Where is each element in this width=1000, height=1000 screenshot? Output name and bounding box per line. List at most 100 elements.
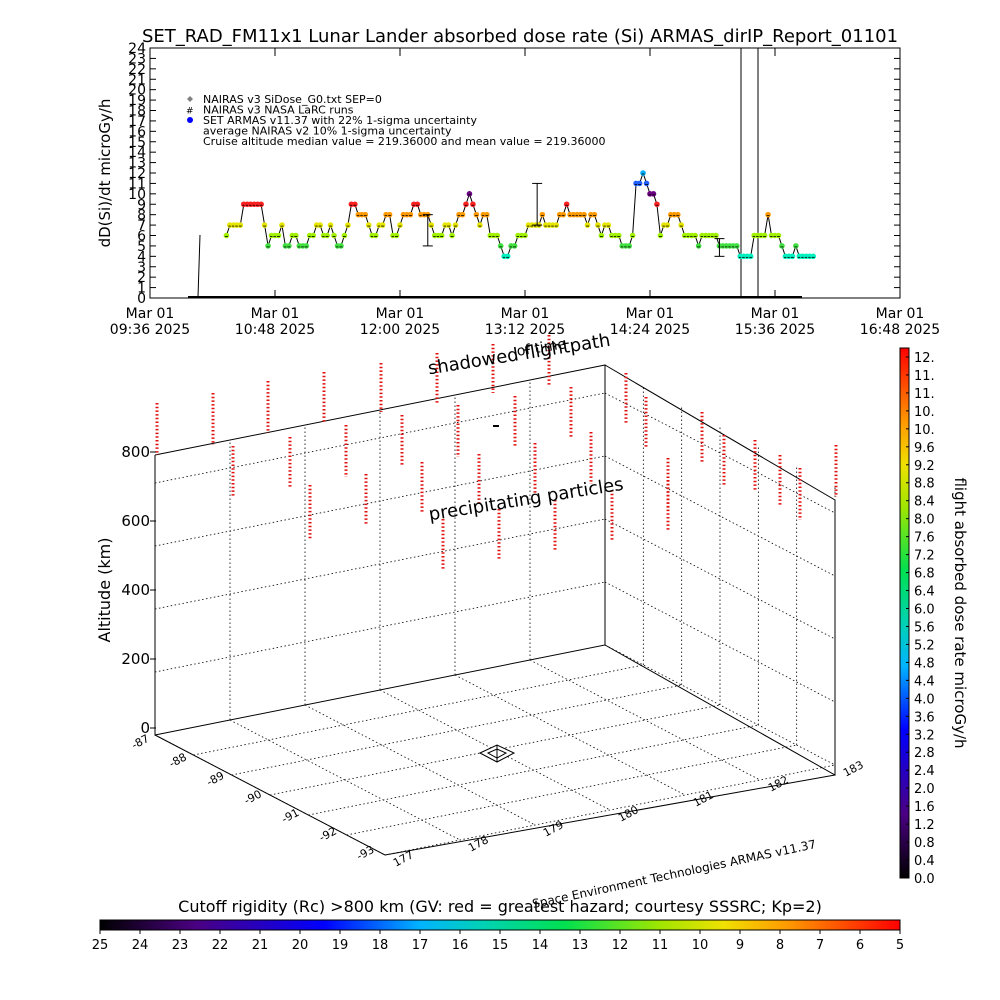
dose-point bbox=[497, 243, 504, 249]
x-tick-time: 13:12 2025 bbox=[485, 322, 565, 338]
dose-point bbox=[657, 232, 664, 239]
y-tick-label: 23 bbox=[128, 51, 146, 67]
cutoff-tick-label: 14 bbox=[532, 938, 549, 953]
grid-3d bbox=[154, 365, 836, 856]
x-tick-time: 12:00 2025 bbox=[360, 322, 440, 338]
flightpath-3d-box bbox=[154, 364, 836, 856]
cutoff-tick-label: 6 bbox=[856, 938, 864, 953]
colorbar-tick-label: 8.4 bbox=[914, 495, 935, 510]
dose-point bbox=[761, 232, 768, 239]
colorbar-tick-label: 7.6 bbox=[914, 531, 935, 546]
colorbar-tick-label: 6.8 bbox=[914, 567, 935, 582]
grid-line bbox=[346, 744, 797, 836]
colorbar-tick-label: 4.0 bbox=[914, 692, 935, 707]
legend: NAIRAS v3 SiDose_G0.txt SEP=0 # NAIRAS v3 … bbox=[186, 93, 606, 148]
y-tick-label: 7 bbox=[137, 218, 146, 234]
grid-line bbox=[604, 518, 836, 640]
colorbar-tick-label: 0.8 bbox=[914, 836, 935, 851]
legend-entry: NAIRAS v3 SiDose_G0.txt SEP=0 bbox=[203, 93, 382, 106]
longitude-tick-label: 181 bbox=[691, 788, 716, 809]
dose-point bbox=[560, 211, 566, 218]
y-tick-label: 13 bbox=[128, 156, 146, 172]
cutoff-tick-label: 13 bbox=[572, 938, 589, 953]
dose-point bbox=[345, 222, 351, 228]
dose-point bbox=[591, 211, 598, 218]
dose-point bbox=[584, 222, 591, 228]
grid-line bbox=[231, 684, 682, 776]
legend-entry: average NAIRAS v2 10% 1-sigma uncertaint… bbox=[203, 125, 452, 138]
dose-point bbox=[237, 222, 244, 228]
dose-point bbox=[810, 253, 816, 260]
dose-point bbox=[789, 253, 796, 260]
y-tick-label: 6 bbox=[137, 229, 146, 245]
dose-point bbox=[341, 232, 348, 239]
dose-point bbox=[747, 253, 754, 260]
dose-point bbox=[494, 232, 501, 239]
grid-line bbox=[154, 518, 606, 610]
y-tick-label: 19 bbox=[128, 93, 146, 109]
cutoff-tick-label: 9 bbox=[736, 938, 744, 953]
y-axis-label: dD(Si)/dt microGy/h bbox=[96, 99, 114, 248]
legend-symbol-dot bbox=[187, 117, 193, 123]
cutoff-tick-label: 20 bbox=[292, 938, 309, 953]
colorbar-tick-label: 2.0 bbox=[914, 782, 935, 797]
colorbar-tick-label: 12. bbox=[914, 351, 935, 366]
altitude-axis-label: Altitude (km) bbox=[95, 538, 114, 643]
latitude-tick-label: -91 bbox=[279, 806, 301, 826]
cutoff-tick-label: 5 bbox=[896, 938, 904, 953]
latitude-tick-label: -93 bbox=[354, 843, 376, 863]
longitude-tick-label: 180 bbox=[616, 803, 641, 824]
y-tick-label: 8 bbox=[137, 208, 146, 224]
cutoff-colorbar bbox=[99, 919, 901, 931]
cutoff-tick-label: 10 bbox=[692, 938, 709, 953]
cutoff-tick-label: 24 bbox=[132, 938, 149, 953]
dose-point bbox=[643, 180, 650, 187]
cutoff-title: Cutoff rigidity (Rc) >800 km (GV: red = … bbox=[178, 897, 822, 916]
chart-title: SET_RAD_FM11x1 Lunar Lander absorbed dos… bbox=[142, 26, 898, 47]
cutoff-tick-label: 21 bbox=[252, 938, 269, 953]
dose-point bbox=[452, 222, 459, 228]
y-tick-label: 16 bbox=[128, 124, 146, 140]
dose-point bbox=[303, 243, 310, 249]
grid-line bbox=[154, 392, 606, 484]
colorbar-tick-label: 5.2 bbox=[914, 638, 935, 653]
y-tick-label: 14 bbox=[128, 145, 146, 161]
x-tick-time: 14:24 2025 bbox=[610, 322, 690, 338]
dose-point bbox=[477, 222, 483, 228]
altitude-tick-label: 400 bbox=[121, 581, 150, 599]
cutoff-tick-label: 8 bbox=[776, 938, 784, 953]
dose-point bbox=[470, 201, 476, 208]
x-tick-time: 10:48 2025 bbox=[235, 322, 315, 338]
y-tick-label: 18 bbox=[128, 104, 146, 120]
dose-point bbox=[553, 222, 560, 228]
cutoff-tick-label: 7 bbox=[816, 938, 824, 953]
dose-colorbar-ticks: 0.0 0.4 0.8 1.2 1.6 2.0 2.4 2.8 3.2 3.6 4.0 4.4 4.8 5… bbox=[906, 351, 935, 887]
x-tick-date: Mar 01 bbox=[251, 306, 300, 322]
cutoff-tick-label: 12 bbox=[612, 938, 629, 953]
lander-marker bbox=[478, 744, 516, 763]
grid-line bbox=[384, 764, 836, 856]
colorbar-tick-label: 1.6 bbox=[914, 800, 935, 815]
altitude-tick-label: 200 bbox=[121, 650, 150, 668]
altitude-tick-label: 800 bbox=[121, 443, 150, 461]
dose-point bbox=[393, 232, 400, 239]
dose-point bbox=[445, 222, 452, 228]
colorbar-tick-label: 9.2 bbox=[914, 459, 935, 474]
altitude-tick-label: 0 bbox=[140, 719, 150, 737]
dose-point bbox=[279, 222, 285, 228]
y-tick-label: 4 bbox=[137, 249, 146, 265]
dose-point bbox=[463, 201, 469, 208]
dose-columns bbox=[155, 335, 838, 570]
latitude-tick-label: -92 bbox=[317, 824, 339, 844]
dose-point bbox=[650, 191, 657, 197]
dose-point bbox=[338, 243, 344, 249]
y-tick-label: 21 bbox=[128, 72, 146, 88]
legend-symbol-hash: # bbox=[186, 107, 194, 117]
x-tick-time: 16:48 2025 bbox=[860, 322, 940, 338]
dose-point bbox=[636, 180, 643, 187]
colorbar-tick-label: 2.4 bbox=[914, 764, 935, 779]
dose-point bbox=[775, 232, 782, 239]
dose-point bbox=[615, 232, 622, 239]
legend-entry: SET ARMAS v11.37 with 22% 1-sigma uncert… bbox=[203, 114, 477, 127]
